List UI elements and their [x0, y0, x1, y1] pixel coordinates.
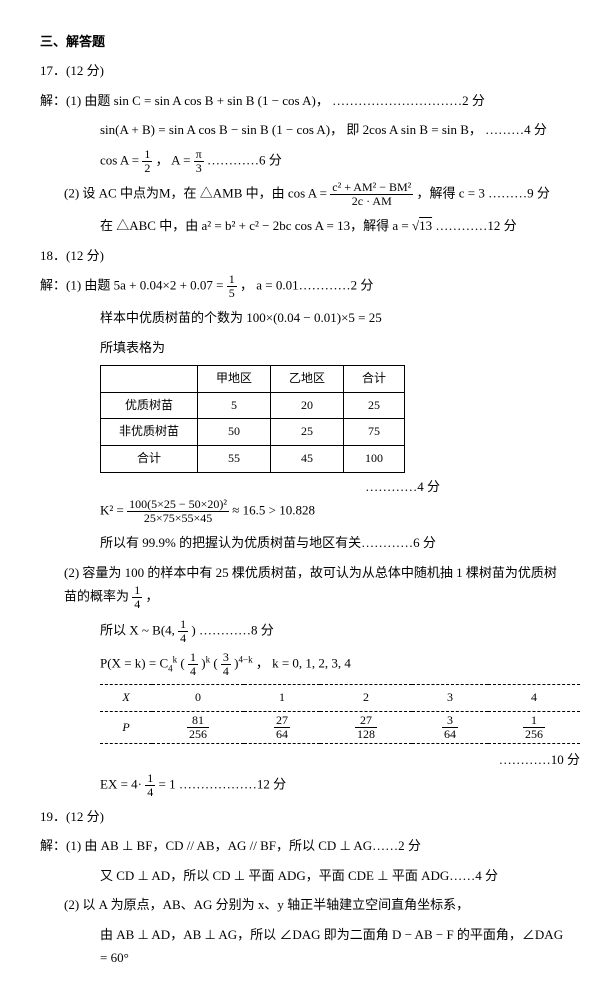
q17-2a: (2) 设 AC 中点为M，在 △AMB 中，由 cos A = c² + AM… — [64, 181, 569, 208]
frac: 15 — [227, 273, 237, 300]
q18-dist-wrap: X 01234 P 81256 2764 27128 364 1256 …………… — [100, 684, 569, 771]
q19-1a: 解：(1) 由 AB ⊥ BF，CD // AB，AG // BF，所以 CD … — [40, 834, 569, 857]
q18-tbl-pts: …………4 分 — [100, 475, 440, 498]
q17-1a-text: 解：(1) 由题 sin C = sin A cos B + sin B (1 … — [40, 93, 329, 108]
q19-2a: (2) 以 A 为原点，AB、AG 分别为 x、y 轴正半轴建立空间直角坐标系， — [64, 893, 569, 916]
q19-num: 19．(12 分) — [40, 805, 569, 828]
q19-1b: 又 CD ⊥ AD，所以 CD ⊥ 平面 ADG，平面 CDE ⊥ 平面 ADG… — [100, 864, 569, 887]
q17-num: 17．(12 分) — [40, 59, 569, 82]
q17-1b: sin(A + B) = sin A cos B − sin B (1 − co… — [100, 118, 569, 141]
q18-table-wrap: 甲地区乙地区合计 优质树苗52025 非优质树苗502575 合计5545100… — [100, 365, 569, 498]
frac: c² + AM² − BM²2c · AM — [330, 181, 413, 208]
q18-2b: 所以 X ~ B(4, 14 ) …………8 分 — [100, 618, 569, 645]
q18-k2: K² = 100(5×25 − 50×20)²25×75×55×45 ≈ 16.… — [100, 498, 569, 525]
q18-table: 甲地区乙地区合计 优质树苗52025 非优质树苗502575 合计5545100 — [100, 365, 405, 472]
q18-2c: P(X = k) = C4k ( 14 )k ( 34 )4−k ， k = 0… — [100, 651, 569, 678]
q17-1a: 解：(1) 由题 sin C = sin A cos B + sin B (1 … — [40, 89, 569, 112]
q17-2b: 在 △ABC 中，由 a² = b² + c² − 2bc cos A = 13… — [100, 214, 569, 237]
q18-1a: 解：(1) 由题 5a + 0.04×2 + 0.07 = 15 ， a = 0… — [40, 273, 569, 300]
q18-dist-table: X 01234 P 81256 2764 27128 364 1256 — [100, 684, 580, 744]
q18-dist-pts: …………10 分 — [100, 748, 580, 771]
q18-num: 18．(12 分) — [40, 244, 569, 267]
frac: 100(5×25 − 50×20)²25×75×55×45 — [127, 498, 229, 525]
q18-ex: EX = 4· 14 = 1 ………………12 分 — [100, 772, 569, 799]
q17-1a-pts: …………………………2 分 — [332, 93, 485, 108]
q18-1b: 样本中优质树苗的个数为 100×(0.04 − 0.01)×5 = 25 — [100, 306, 569, 329]
q18-2a: (2) 容量为 100 的样本中有 25 棵优质树苗，故可认为从总体中随机抽 1… — [64, 561, 569, 612]
frac: 14 — [145, 772, 155, 799]
q18-1c: 所填表格为 — [100, 336, 569, 359]
q19-2b: 由 AB ⊥ AD，AB ⊥ AG，所以 ∠DAG 即为二面角 D − AB −… — [100, 923, 569, 970]
q17-1c: cos A = 12 ， A = π3 …………6 分 — [100, 148, 569, 175]
frac: 34 — [221, 651, 231, 678]
frac: π3 — [194, 148, 204, 175]
frac: 14 — [178, 618, 188, 645]
q18-1d: 所以有 99.9% 的把握认为优质树苗与地区有关…………6 分 — [100, 531, 569, 554]
frac: 14 — [132, 584, 142, 611]
frac: 14 — [188, 651, 198, 678]
section-title: 三、解答题 — [40, 30, 569, 53]
frac: 12 — [142, 148, 152, 175]
